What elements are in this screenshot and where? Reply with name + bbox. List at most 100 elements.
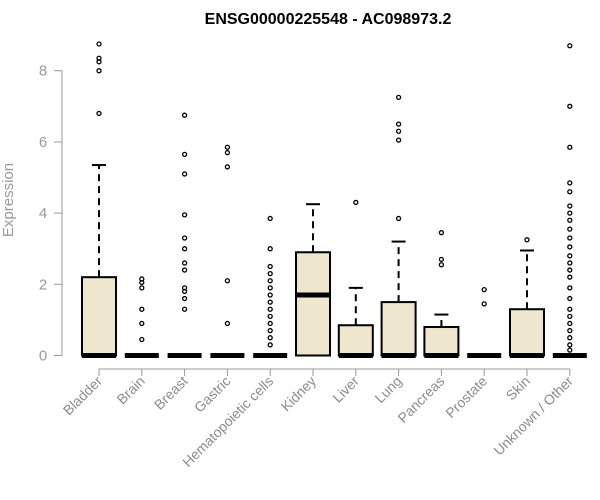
outlier-point <box>267 270 273 277</box>
outlier-point <box>567 189 573 195</box>
box-rect <box>295 251 331 357</box>
outlier-point <box>96 55 102 61</box>
outlier-point <box>267 327 273 334</box>
outlier-point <box>567 210 573 216</box>
outlier-point <box>567 226 573 232</box>
box-group-skin <box>509 237 545 358</box>
outlier-point <box>181 171 188 177</box>
box-group-lung <box>380 94 417 358</box>
outlier-point <box>567 217 573 223</box>
outlier-point <box>395 137 402 143</box>
outlier-point <box>567 295 573 302</box>
outlier-point <box>567 274 573 280</box>
outlier-point <box>224 149 231 156</box>
outlier-point <box>567 285 573 291</box>
outlier-point <box>267 313 273 319</box>
outlier-point <box>567 320 573 327</box>
outlier-point <box>567 347 573 353</box>
outlier-point <box>181 235 188 241</box>
y-tick-label: 2 <box>39 276 47 293</box>
outlier-point <box>181 112 188 118</box>
outlier-point <box>567 335 573 341</box>
outlier-point <box>139 276 145 282</box>
outlier-point <box>139 336 145 343</box>
outlier-point <box>181 246 188 252</box>
outlier-point <box>267 246 273 252</box>
box-rect <box>423 326 460 357</box>
box-group-bladder <box>81 41 117 358</box>
outlier-point <box>567 244 573 250</box>
x-tick-label: Prostate <box>442 373 490 421</box>
y-axis-label: Expression <box>0 163 17 237</box>
outlier-point <box>353 199 359 206</box>
outlier-point <box>267 306 273 312</box>
outlier-point <box>395 94 402 101</box>
box-group-unknown-other <box>552 43 587 358</box>
outlier-point <box>567 180 573 186</box>
outlier-point <box>567 327 573 334</box>
y-tick-label: 8 <box>39 63 47 80</box>
x-tick-label: Unknown / Other <box>490 373 576 459</box>
outlier-point <box>181 267 188 273</box>
outlier-point <box>267 320 273 327</box>
x-tick-label: Bladder <box>60 373 106 419</box>
x-tick-label: Kidney <box>278 373 320 415</box>
outlier-point <box>96 110 102 117</box>
box-group-gastric <box>210 144 245 358</box>
box-group-hematopoietic-cells <box>253 215 288 358</box>
outlier-point <box>567 253 573 259</box>
y-tick-label: 4 <box>39 205 47 222</box>
chart-title: ENSG00000225548 - AC098973.2 <box>205 11 452 28</box>
box-group-kidney <box>295 203 331 357</box>
box-rect <box>380 301 417 357</box>
outlier-point <box>267 292 273 298</box>
outlier-point <box>139 285 145 291</box>
x-tick-label: Brain <box>113 373 147 407</box>
outlier-point <box>267 263 273 270</box>
outlier-point <box>181 285 188 291</box>
box-group-breast <box>167 112 202 358</box>
outlier-point <box>395 121 402 127</box>
box-group-liver <box>337 199 374 358</box>
outlier-point <box>567 203 573 209</box>
box-rect <box>337 324 374 357</box>
outlier-point <box>567 103 573 109</box>
box-group-pancreas <box>423 230 460 358</box>
x-tick-label: Skin <box>503 373 534 404</box>
y-tick-label: 0 <box>39 348 47 365</box>
outlier-point <box>139 320 145 327</box>
outlier-point <box>181 306 188 312</box>
outlier-point <box>181 151 188 158</box>
outlier-point <box>438 230 445 236</box>
outlier-point <box>395 128 402 134</box>
outlier-point <box>395 215 402 222</box>
outlier-point <box>224 144 231 150</box>
x-tick-label: Gastric <box>191 373 234 416</box>
outlier-point <box>96 68 102 74</box>
outlier-point <box>267 342 273 348</box>
outlier-point <box>267 285 273 291</box>
outlier-point <box>181 260 188 266</box>
x-tick-label: Liver <box>329 373 362 406</box>
outlier-point <box>567 267 573 273</box>
outlier-point <box>181 295 188 302</box>
outlier-point <box>524 237 530 243</box>
outlier-point <box>267 299 273 305</box>
plot-area <box>81 41 587 358</box>
outlier-point <box>224 320 231 327</box>
outlier-point <box>181 212 188 218</box>
box-rect <box>81 276 117 357</box>
outlier-point <box>567 313 573 319</box>
outlier-point <box>267 335 273 341</box>
x-tick-label: Breast <box>151 373 191 413</box>
box-group-brain <box>124 276 159 358</box>
outlier-point <box>481 301 487 307</box>
outlier-point <box>567 342 573 348</box>
box-group-prostate <box>467 286 502 358</box>
outlier-point <box>567 260 573 266</box>
outlier-point <box>267 278 273 284</box>
outlier-point <box>567 235 573 241</box>
outlier-point <box>96 41 102 47</box>
